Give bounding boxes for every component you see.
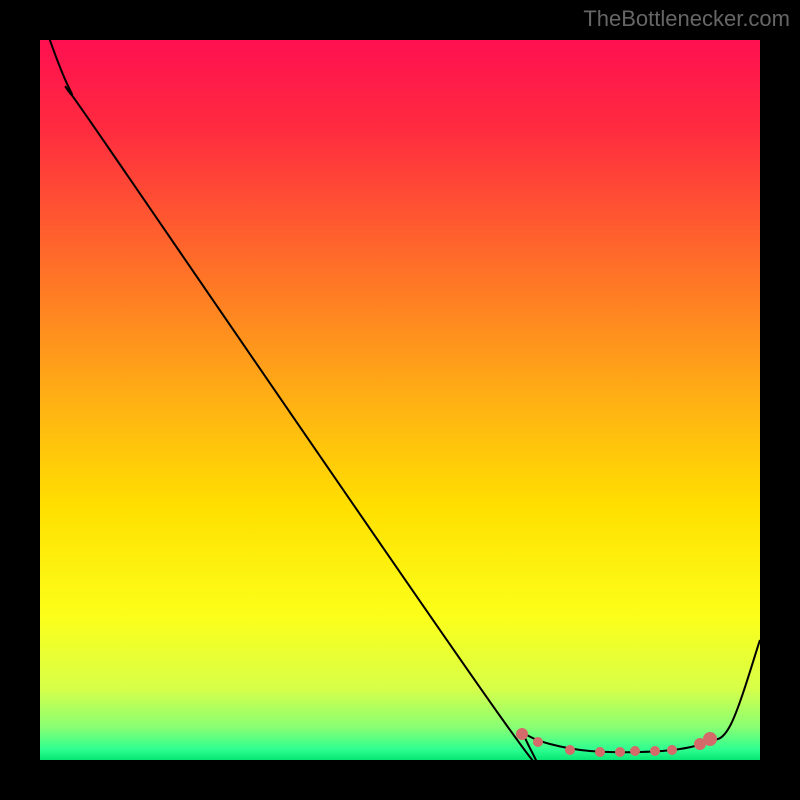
watermark-text: TheBottlenecker.com xyxy=(583,6,790,32)
marker-point xyxy=(533,737,543,747)
marker-point xyxy=(565,745,575,755)
marker-point xyxy=(630,746,640,756)
marker-point xyxy=(667,745,677,755)
marker-point xyxy=(650,746,660,756)
marker-layer xyxy=(40,40,760,760)
marker-point xyxy=(516,728,528,740)
chart-area xyxy=(40,40,760,760)
marker-point xyxy=(703,732,717,746)
marker-point xyxy=(595,747,605,757)
marker-point xyxy=(615,747,625,757)
